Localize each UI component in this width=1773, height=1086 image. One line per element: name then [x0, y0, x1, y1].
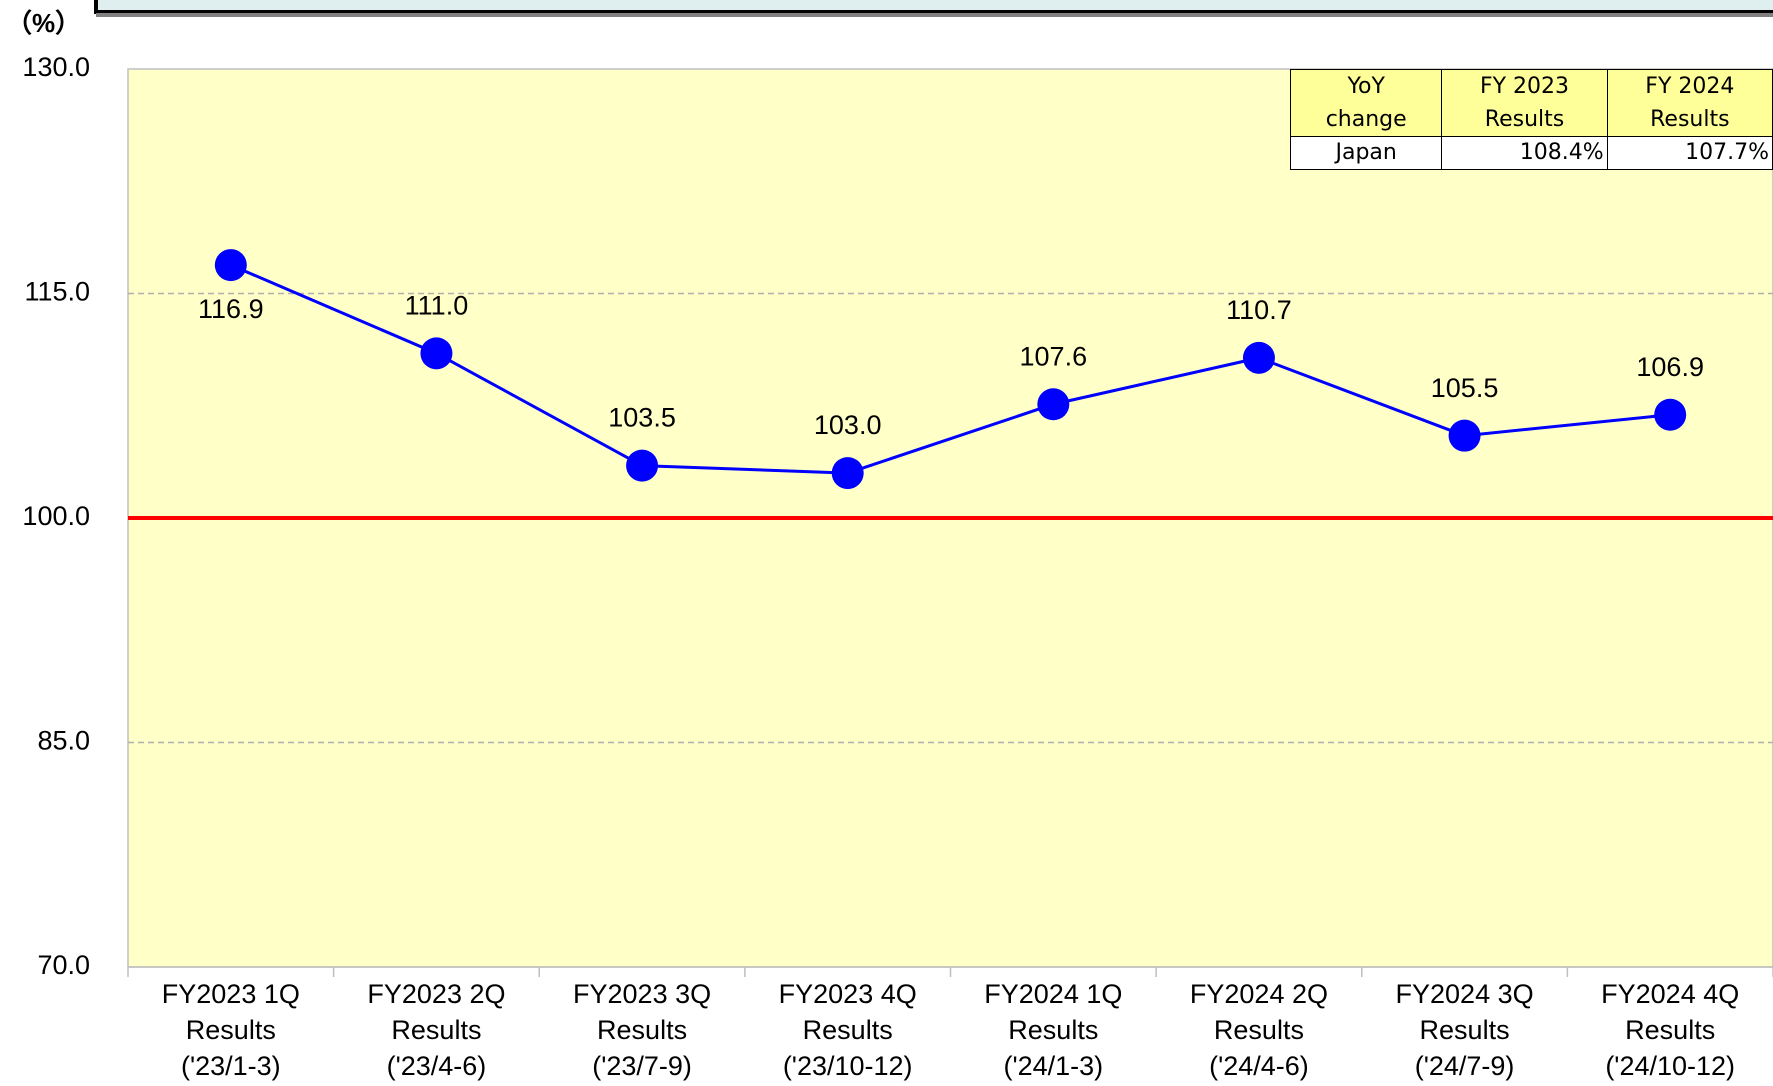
x-tick-label: FY2023 2Q — [367, 979, 505, 1009]
data-line — [230, 263, 1671, 475]
x-tick-label: Results — [1625, 1015, 1715, 1045]
table-cell: Japan — [1289, 136, 1443, 170]
data-point — [214, 249, 247, 282]
x-tick-label: FY2023 4Q — [779, 979, 917, 1009]
x-tick-label: FY2023 1Q — [162, 979, 300, 1009]
y-tick-label: 100.0 — [22, 501, 90, 531]
x-tick-label: ('23/1-3) — [181, 1051, 281, 1081]
x-tick-label: Results — [186, 1015, 276, 1045]
table-header: YoY change FY 2023 Results FY 2024 Results — [1289, 69, 1773, 137]
x-tick-label: FY2024 2Q — [1190, 979, 1328, 1009]
x-tick-label: Results — [1008, 1015, 1098, 1045]
x-tick-label: Results — [1420, 1015, 1510, 1045]
x-tick-label: ('24/1-3) — [1003, 1051, 1103, 1081]
table-cell: 108.4% — [1441, 136, 1608, 170]
header-text: FY 2023 — [1479, 74, 1570, 99]
data-point — [1037, 388, 1070, 421]
data-label: 116.9 — [198, 294, 264, 324]
table-row: Japan 108.4% 107.7% — [1289, 136, 1773, 170]
x-tick-label: ('23/10-12) — [783, 1051, 913, 1081]
x-tick-label: ('24/4-6) — [1209, 1051, 1309, 1081]
x-tick-label: ('23/4-6) — [387, 1051, 487, 1081]
header-text: FY 2024 — [1645, 74, 1735, 99]
data-point — [626, 449, 659, 482]
y-tick-label: 85.0 — [37, 726, 90, 756]
y-tick-label: 130.0 — [22, 52, 90, 82]
x-tick-label: Results — [1214, 1015, 1304, 1045]
top-banner-shadow — [96, 13, 1773, 17]
header-cell: YoY change — [1289, 69, 1443, 137]
x-tick-label: FY2024 1Q — [984, 979, 1122, 1009]
header-cell: FY 2023 Results — [1441, 69, 1608, 137]
table-cell: 107.7% — [1606, 136, 1773, 170]
data-label: 103.0 — [814, 410, 882, 440]
x-tick-label: FY2024 4Q — [1601, 979, 1739, 1009]
y-tick-label: 70.0 — [37, 950, 90, 980]
header-text: change — [1325, 107, 1407, 132]
data-label: 103.5 — [608, 403, 676, 433]
data-point — [1242, 341, 1275, 374]
header-text: Results — [1650, 107, 1730, 132]
data-label: 106.9 — [1636, 352, 1704, 382]
y-unit: （%） — [6, 8, 81, 38]
x-tick-label: ('23/7-9) — [592, 1051, 692, 1081]
x-tick-label: ('24/7-9) — [1415, 1051, 1515, 1081]
data-point — [1448, 419, 1481, 452]
top-banner — [94, 0, 1773, 14]
data-label: 110.7 — [1226, 295, 1292, 325]
yoy-table: YoY change FY 2023 Results FY 2024 Results Ja… — [1289, 69, 1773, 170]
data-label: 105.5 — [1431, 373, 1499, 403]
data-label: 111.0 — [405, 290, 469, 320]
data-label: 107.6 — [1020, 341, 1088, 371]
header-text: YoY — [1347, 74, 1385, 99]
x-tick-label: FY2024 3Q — [1396, 979, 1534, 1009]
data-point — [420, 337, 453, 370]
data-point — [831, 457, 864, 490]
x-tick-label: ('24/10-12) — [1605, 1051, 1735, 1081]
data-point — [1654, 398, 1687, 431]
x-tick-label: Results — [391, 1015, 481, 1045]
header-text: Results — [1484, 107, 1565, 132]
y-tick-label: 115.0 — [24, 277, 90, 307]
x-tick-label: FY2023 3Q — [573, 979, 711, 1009]
header-cell: FY 2024 Results — [1606, 69, 1773, 137]
x-tick-label: Results — [597, 1015, 687, 1045]
x-tick-label: Results — [803, 1015, 893, 1045]
